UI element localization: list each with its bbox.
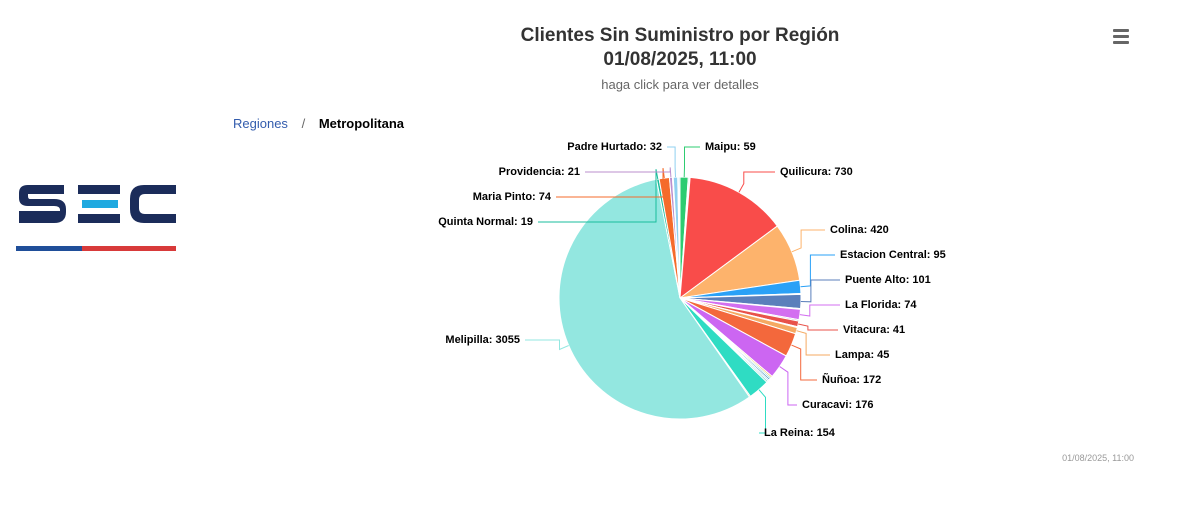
data-label-providencia: Providencia: 21	[499, 166, 580, 178]
connector-curacavi	[779, 366, 797, 406]
connector-la-florida	[799, 304, 840, 317]
breadcrumb-separator: /	[301, 116, 306, 131]
pie-slice-melipilla[interactable]	[558, 178, 751, 420]
pie-slice-s31[interactable]	[678, 176, 681, 299]
breadcrumb: Regiones / Metropolitana	[233, 116, 404, 131]
data-label-lampa: Lampa: 45	[835, 349, 889, 361]
data-label-padre-hurtado: Padre Hurtado: 32	[567, 141, 662, 153]
breadcrumb-link-regiones[interactable]: Regiones	[233, 116, 288, 131]
connector-quilicura	[738, 171, 775, 193]
connector-la-reina	[758, 389, 766, 434]
pie-slice-quilicura[interactable]	[679, 176, 778, 300]
data-label-estacion-central: Estacion Central: 95	[840, 249, 946, 261]
breadcrumb-current: Metropolitana	[318, 116, 405, 131]
connector-lampa	[796, 330, 830, 356]
connector-vitacura	[798, 323, 838, 331]
data-label-vitacura: Vitacura: 41	[843, 324, 905, 336]
data-label-puente-alto: Puente Alto: 101	[845, 274, 931, 286]
data-label-la-reina: La Reina: 154	[764, 427, 836, 439]
connector-puente-alto	[800, 279, 840, 303]
chart-title-line2: 01/08/2025, 11:00	[603, 49, 757, 70]
logo-letter-e-middle	[82, 200, 118, 208]
connector-padre-hurtado	[667, 146, 676, 178]
logo-stripe-blue	[16, 246, 82, 251]
logo-stripe-red	[82, 246, 176, 251]
logo-letter-s	[19, 185, 66, 223]
chart-title: Clientes Sin Suministro por Región 01/08…	[380, 24, 980, 72]
connector-melipilla	[525, 339, 569, 351]
connector-providencia	[585, 167, 672, 178]
data-label-ñuñoa: Ñuñoa: 172	[822, 373, 881, 386]
data-label-quilicura: Quilicura: 730	[780, 166, 853, 178]
data-label-colina: Colina: 420	[830, 224, 889, 236]
data-label-quinta-normal: Quinta Normal: 19	[438, 216, 533, 228]
logo-letter-e-bottom	[78, 214, 120, 223]
data-label-la-florida: La Florida: 74	[845, 299, 917, 311]
logo-letter-c	[130, 185, 176, 223]
chart-credits: 01/08/2025, 11:00	[1062, 453, 1134, 463]
data-label-maipu: Maipu: 59	[705, 141, 756, 153]
chart-subtitle: haga click para ver detalles	[601, 77, 759, 92]
data-label-curacavi: Curacavi: 176	[802, 399, 874, 411]
logo-letter-e-top	[78, 185, 120, 194]
connector-estacion-central	[800, 254, 835, 288]
connector-maipu	[683, 146, 700, 178]
connector-maria-pinto	[556, 168, 665, 198]
sec-logo	[16, 185, 176, 251]
data-label-melipilla: Melipilla: 3055	[445, 334, 520, 346]
connector-ñuñoa	[791, 344, 817, 381]
data-label-maria-pinto: Maria Pinto: 74	[473, 191, 552, 203]
chart-title-line1: Clientes Sin Suministro por Región	[520, 25, 840, 46]
hamburger-menu-icon[interactable]	[1106, 26, 1136, 48]
connector-quinta-normal	[538, 169, 659, 223]
connector-colina	[791, 229, 825, 253]
